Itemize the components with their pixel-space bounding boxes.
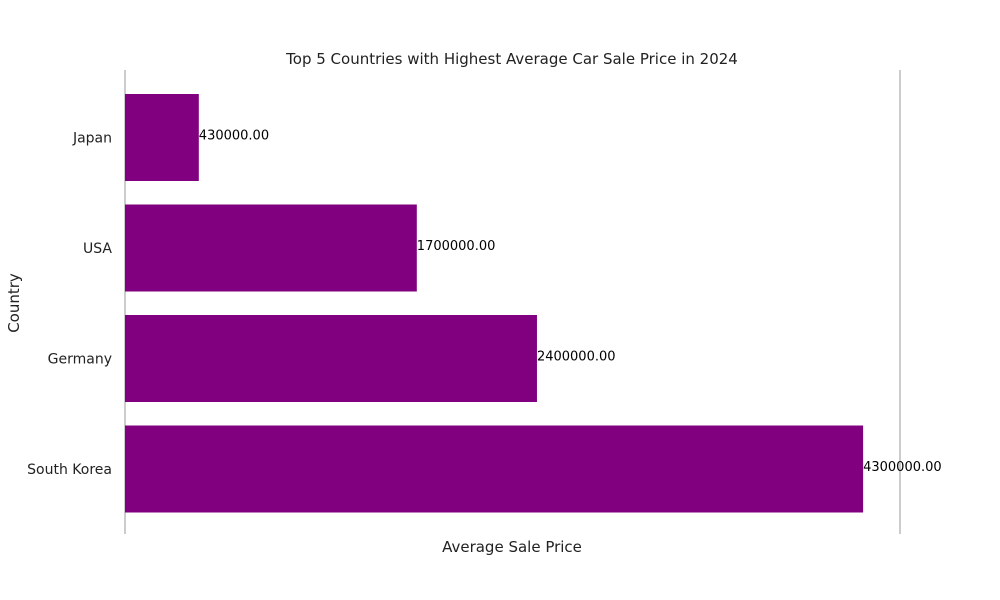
category-label-germany: Germany bbox=[48, 352, 112, 368]
value-labels-layer: 430000.00 1700000.00 2400000.00 4300000.00 bbox=[199, 129, 942, 476]
chart-title: Top 5 Countries with Highest Average Car… bbox=[285, 50, 738, 68]
bar-germany bbox=[125, 315, 537, 402]
value-label-usa: 1700000.00 bbox=[417, 239, 496, 254]
category-labels-layer: Japan USA Germany South Korea bbox=[27, 131, 112, 479]
value-label-germany: 2400000.00 bbox=[537, 350, 616, 365]
category-label-south-korea: South Korea bbox=[27, 462, 112, 478]
bar-south-korea bbox=[125, 425, 864, 513]
bar-usa bbox=[125, 204, 417, 292]
value-label-south-korea: 4300000.00 bbox=[863, 460, 942, 475]
bar-japan bbox=[125, 94, 199, 181]
bars-layer bbox=[125, 94, 864, 513]
y-axis-label: Country bbox=[5, 273, 23, 333]
category-label-japan: Japan bbox=[72, 131, 112, 147]
category-label-usa: USA bbox=[83, 241, 112, 257]
x-axis-label: Average Sale Price bbox=[442, 538, 582, 556]
value-label-japan: 430000.00 bbox=[199, 129, 269, 144]
